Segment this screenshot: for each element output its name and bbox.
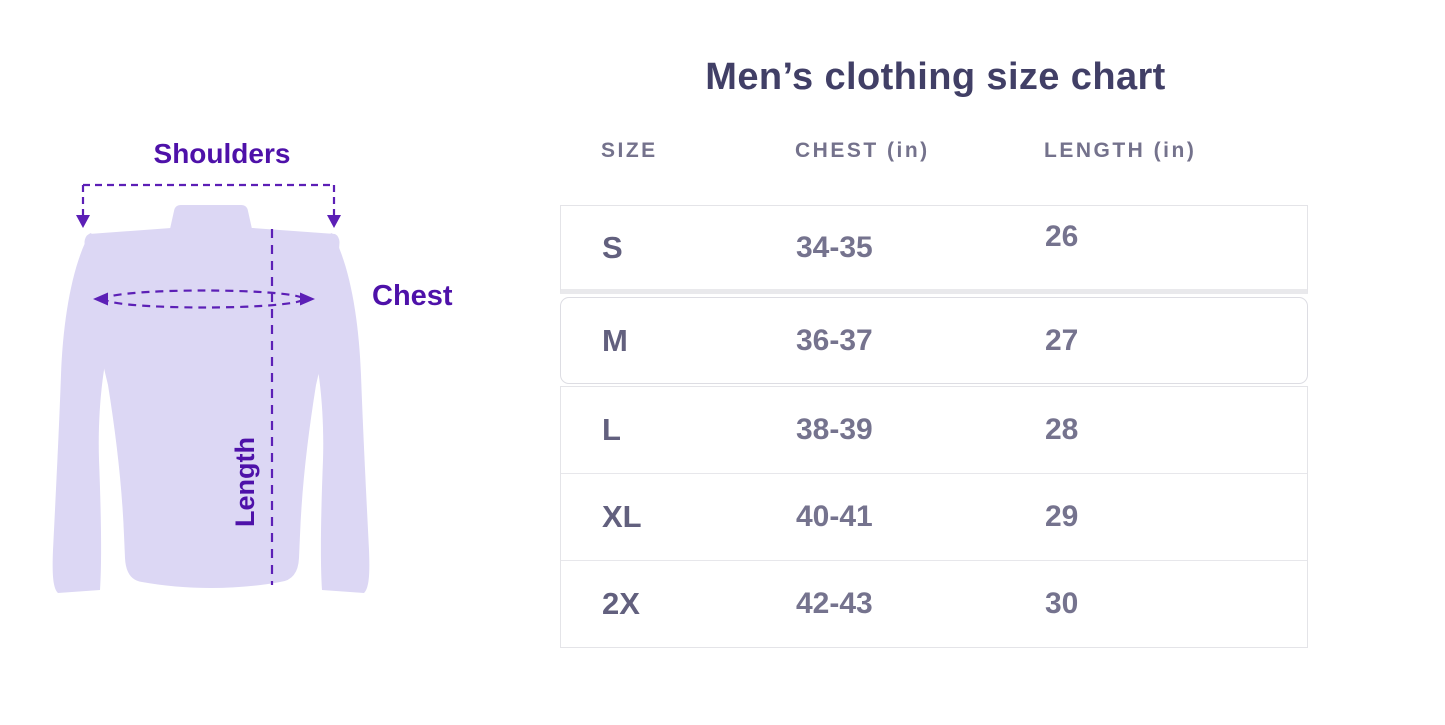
size-cell: XL — [602, 499, 642, 534]
table-row-2x: 2X 42-43 30 — [561, 560, 1307, 647]
chest-label: Chest — [372, 280, 453, 312]
chest-arrow-right — [300, 292, 315, 306]
column-header-length: LENGTH (in) — [1044, 139, 1197, 162]
shirt-graphic — [52, 183, 370, 593]
chest-cell: 42-43 — [796, 587, 873, 620]
size-cell: S — [602, 230, 623, 265]
chest-cell: 38-39 — [796, 413, 873, 446]
column-header-chest: CHEST (in) — [795, 139, 930, 162]
column-header-size: SIZE — [601, 139, 658, 162]
length-cell: 26 — [1045, 220, 1079, 253]
size-table: S 34-35 26 M 36-37 27 L 38-39 28 XL 40-4… — [560, 205, 1308, 648]
length-label: Length — [230, 437, 260, 527]
table-row-l: L 38-39 28 — [561, 387, 1307, 473]
chest-arrow-left — [93, 292, 108, 306]
shoulders-measure-bracket — [81, 183, 336, 215]
length-cell: 28 — [1045, 413, 1079, 446]
shoulders-label: Shoulders — [153, 138, 291, 169]
table-row-s: S 34-35 26 — [560, 205, 1308, 294]
length-cell: 29 — [1045, 500, 1079, 533]
table-row-m: M 36-37 27 — [560, 297, 1308, 384]
shoulders-arrow-left — [76, 215, 90, 228]
table-row-xl: XL 40-41 29 — [561, 473, 1307, 560]
shirt-collar — [170, 205, 252, 229]
length-cell: 30 — [1045, 587, 1079, 620]
shoulders-arrow-right — [327, 215, 341, 228]
size-cell: 2X — [602, 586, 640, 621]
chest-cell: 34-35 — [796, 231, 873, 264]
length-cell: 27 — [1045, 324, 1079, 357]
table-rows-group: L 38-39 28 XL 40-41 29 2X 42-43 30 — [560, 386, 1308, 648]
shirt-measurement-diagram: Shoulders Chest Length — [40, 130, 500, 670]
shirt-body — [84, 228, 340, 588]
page-title: Men’s clothing size chart — [705, 56, 1166, 98]
size-cell: L — [602, 412, 621, 447]
size-cell: M — [602, 323, 628, 358]
chest-cell: 36-37 — [796, 324, 873, 357]
chest-cell: 40-41 — [796, 500, 873, 533]
